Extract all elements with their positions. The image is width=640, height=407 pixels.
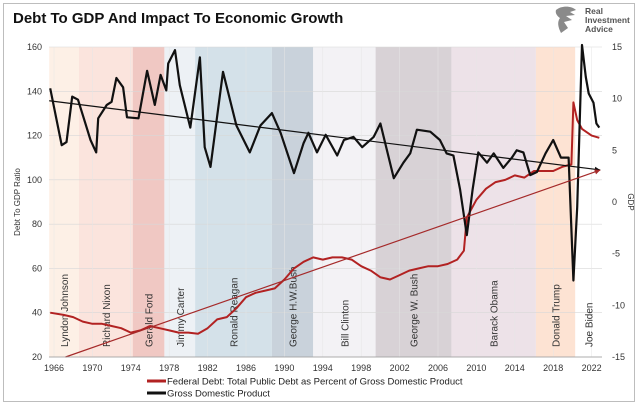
president-band <box>132 47 165 357</box>
debt-trendline <box>65 169 601 358</box>
president-label: Bill Clinton <box>340 300 351 347</box>
logo-text-line-3: Advice <box>585 24 613 34</box>
y2-tick-label: 5 <box>612 145 617 155</box>
president-label: Gerald Ford <box>145 294 156 347</box>
y-tick-label: 120 <box>27 131 42 141</box>
gdp-line <box>49 43 601 282</box>
x-tick-label: 1982 <box>198 363 218 373</box>
x-tick-label: 1986 <box>236 363 256 373</box>
y-tick-label: 40 <box>32 308 42 318</box>
legend: Federal Debt: Total Public Debt as Perce… <box>147 377 463 400</box>
president-label: Joe Biden <box>585 303 596 347</box>
y-tick-label: 60 <box>32 263 42 273</box>
president-band <box>164 47 196 357</box>
logo: Real Investment Advice <box>555 6 630 34</box>
legend-label-gdp: Gross Domestic Product <box>167 389 270 400</box>
x-tick-label: 2010 <box>466 363 486 373</box>
arrowhead-icon <box>594 169 601 175</box>
president-label: Ronald Reagan <box>230 278 241 348</box>
president-band <box>271 47 314 357</box>
president-band <box>313 47 376 357</box>
y-tick-label: 80 <box>32 219 42 229</box>
y2-axis-label: GDP <box>626 193 635 210</box>
y-axis-label: Debt To GDP Ratio <box>13 168 22 236</box>
logo-text-line-1: Real <box>585 6 603 16</box>
chart-frame <box>3 3 635 402</box>
x-tick-label: 1998 <box>351 363 371 373</box>
president-bands <box>49 47 602 357</box>
gdp-trendline <box>49 100 601 171</box>
president-band <box>195 47 272 357</box>
chart-title: Debt To GDP And Impact To Economic Growt… <box>13 10 343 27</box>
president-label: George H.W.Bush <box>289 266 300 347</box>
x-tick-label: 2022 <box>582 363 602 373</box>
x-tick-label: 2018 <box>543 363 563 373</box>
x-tick-label: 1994 <box>313 363 333 373</box>
president-band <box>451 47 536 357</box>
legend-label-debt: Federal Debt: Total Public Debt as Perce… <box>167 377 463 388</box>
president-band <box>375 47 452 357</box>
president-label: George W. Bush <box>410 274 421 347</box>
x-tick-label: 1966 <box>44 363 64 373</box>
y2-tick-label: -10 <box>612 300 625 310</box>
x-tick-label: 1970 <box>82 363 102 373</box>
president-label: Richard Nixon <box>102 284 113 347</box>
y2-tick-label: 0 <box>612 197 617 207</box>
y-tick-label: 20 <box>32 352 42 362</box>
y-tick-label: 100 <box>27 175 42 185</box>
y-tick-label: 160 <box>27 42 42 52</box>
y2-tick-label: -5 <box>612 249 620 259</box>
y2-tick-label: 10 <box>612 94 622 104</box>
logo-text-line-2: Investment <box>585 15 630 25</box>
x-tick-label: 2002 <box>390 363 410 373</box>
x-tick-label: 2014 <box>505 363 525 373</box>
series-lines <box>49 43 601 335</box>
debt-to-gdp-line <box>50 101 600 335</box>
president-label: Donald Trump <box>552 284 563 347</box>
president-label: Lyndon Johnson <box>60 274 71 347</box>
x-tick-label: 1974 <box>121 363 141 373</box>
y-tick-label: 140 <box>27 86 42 96</box>
x-tick-label: 2006 <box>428 363 448 373</box>
gridlines <box>49 46 602 358</box>
eagle-logo-icon <box>555 6 576 33</box>
trendlines <box>49 100 601 358</box>
president-band <box>535 47 576 357</box>
x-tick-label: 1990 <box>274 363 294 373</box>
president-label: Barack Obama <box>490 280 501 347</box>
y2-tick-label: -15 <box>612 352 625 362</box>
y2-tick-label: 15 <box>612 42 622 52</box>
x-tick-label: 1978 <box>159 363 179 373</box>
